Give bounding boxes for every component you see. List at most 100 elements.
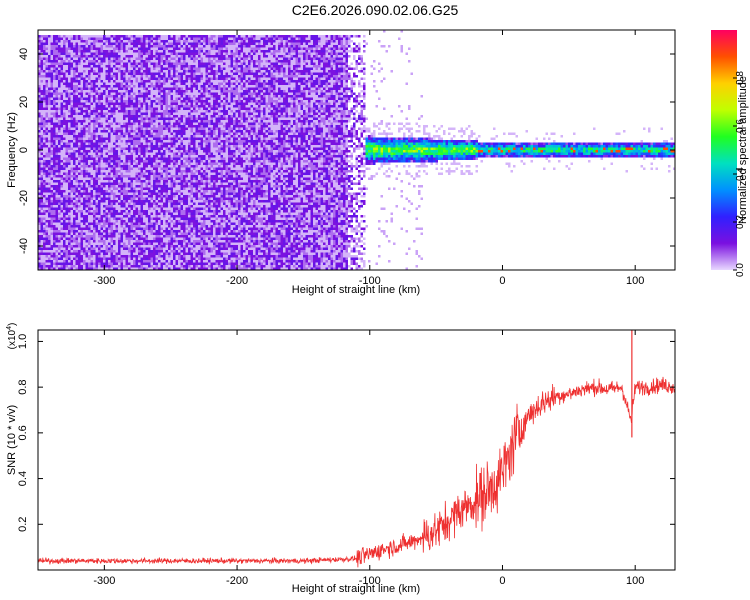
heatmap-cell [148, 257, 151, 260]
heatmap-cell [63, 85, 66, 88]
heatmap-cell [50, 175, 53, 178]
heatmap-cell [138, 77, 141, 80]
heatmap-cell [118, 260, 121, 263]
heatmap-cell [73, 252, 76, 255]
heatmap-cell [140, 122, 143, 125]
heatmap-cell [73, 125, 76, 128]
heatmap-cell [165, 37, 168, 40]
heatmap-cell [165, 250, 168, 253]
heatmap-cell [40, 107, 43, 110]
heatmap-cell [148, 185, 151, 188]
heatmap-cell [160, 117, 163, 120]
heatmap-cell [113, 117, 116, 120]
heatmap-cell [160, 160, 163, 163]
heatmap-cell [93, 147, 96, 150]
heatmap-cell [63, 92, 66, 95]
heatmap-cell [138, 140, 141, 143]
heatmap-cell [100, 115, 103, 118]
heatmap-cell [60, 60, 63, 63]
heatmap-cell [135, 177, 138, 180]
heatmap-cell [68, 265, 71, 268]
heatmap-cell [80, 235, 83, 238]
heatmap-cell [58, 57, 61, 60]
heatmap-cell [163, 105, 166, 108]
heatmap-cell [120, 72, 123, 75]
heatmap-cell [155, 95, 158, 98]
heatmap-cell [40, 62, 43, 65]
heatmap-cell [150, 155, 153, 158]
heatmap-cell [103, 230, 106, 233]
heatmap-cell [155, 190, 158, 193]
heatmap-cell [150, 137, 153, 140]
heatmap-cell [125, 90, 128, 93]
heatmap-cell [125, 52, 128, 55]
heatmap-cell [163, 260, 166, 263]
heatmap-cell [58, 185, 61, 188]
heatmap-cell [85, 247, 88, 250]
heatmap-cell [45, 140, 48, 143]
heatmap-cell [105, 60, 108, 63]
heatmap-cell [155, 110, 158, 113]
heatmap-cell [123, 220, 126, 223]
heatmap-cell [148, 62, 151, 65]
heatmap-cell [130, 200, 133, 203]
heatmap-cell [38, 62, 41, 65]
heatmap-cell [68, 92, 71, 95]
heatmap-cell [135, 42, 138, 45]
heatmap-cell [58, 55, 61, 58]
heatmap-cell [58, 132, 61, 135]
heatmap-cell [125, 267, 128, 270]
heatmap-cell [153, 187, 156, 190]
heatmap-cell [125, 120, 128, 123]
heatmap-cell [113, 230, 116, 233]
heatmap-cell [138, 87, 141, 90]
heatmap-cell [63, 87, 66, 90]
heatmap-cell [83, 137, 86, 140]
heatmap-cell [75, 115, 78, 118]
heatmap-cell [113, 45, 116, 48]
heatmap-cell [73, 195, 76, 198]
heatmap-cell [55, 92, 58, 95]
heatmap-cell [100, 187, 103, 190]
heatmap-cell [50, 85, 53, 88]
heatmap-cell [100, 77, 103, 80]
heatmap-cell [165, 115, 168, 118]
heatmap-cell [58, 102, 61, 105]
heatmap-cell [90, 45, 93, 48]
heatmap-cell [63, 75, 66, 78]
heatmap-cell [145, 95, 148, 98]
heatmap-cell [55, 90, 58, 93]
heatmap-cell [118, 255, 121, 258]
heatmap-cell [118, 52, 121, 55]
heatmap-cell [165, 192, 168, 195]
heatmap-cell [100, 242, 103, 245]
heatmap-cell [70, 110, 73, 113]
heatmap-cell [98, 135, 101, 138]
heatmap-cell [38, 180, 41, 183]
heatmap-cell [95, 62, 98, 65]
heatmap-cell [60, 192, 63, 195]
heatmap-cell [153, 155, 156, 158]
heatmap-cell [88, 182, 91, 185]
heatmap-cell [105, 130, 108, 133]
heatmap-cell [43, 80, 46, 83]
heatmap-cell [113, 207, 116, 210]
heatmap-cell [83, 77, 86, 80]
heatmap-cell [95, 102, 98, 105]
heatmap-cell [123, 115, 126, 118]
heatmap-cell [133, 205, 136, 208]
heatmap-cell [40, 257, 43, 260]
heatmap-cell [65, 215, 68, 218]
heatmap-cell [100, 107, 103, 110]
heatmap-cell [40, 115, 43, 118]
heatmap-cell [63, 180, 66, 183]
heatmap-cell [133, 180, 136, 183]
heatmap-cell [130, 152, 133, 155]
heatmap-cell [93, 47, 96, 50]
heatmap-cell [148, 207, 151, 210]
heatmap-cell [135, 100, 138, 103]
heatmap-cell [63, 70, 66, 73]
heatmap-cell [135, 190, 138, 193]
heatmap-cell [90, 217, 93, 220]
